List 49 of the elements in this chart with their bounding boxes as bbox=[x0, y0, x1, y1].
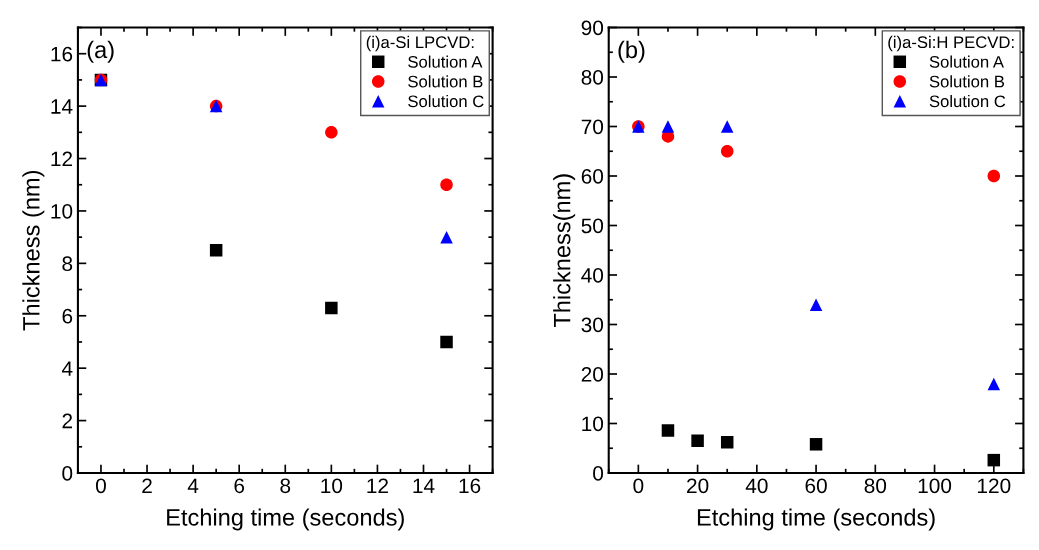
x-tick-label: 20 bbox=[687, 478, 709, 494]
y-tick-label: 60 bbox=[581, 169, 604, 184]
x-tick-label: 80 bbox=[864, 478, 887, 494]
y-tick-label: 0 bbox=[593, 466, 604, 481]
y-tick-label: 20 bbox=[581, 367, 604, 382]
x-tick-label: 100 bbox=[918, 478, 952, 494]
y-tick-label: 14 bbox=[51, 99, 73, 114]
legend-label: Solution C bbox=[929, 94, 1006, 108]
x-axis-title: Etching time (seconds) bbox=[167, 508, 404, 531]
legend-label: Solution B bbox=[929, 75, 1005, 88]
legend-title: (i)a-Si:H PECVD: bbox=[888, 35, 1014, 52]
y-axis-title: Thickness(nm) bbox=[553, 174, 576, 328]
y-tick-label: 80 bbox=[581, 70, 604, 85]
x-tick-label: 8 bbox=[280, 478, 291, 494]
x-tick-label: 2 bbox=[142, 478, 152, 493]
legend-label: Solution A bbox=[929, 55, 1004, 68]
x-tick-label: 0 bbox=[633, 478, 644, 494]
x-tick-label: 16 bbox=[459, 478, 481, 494]
y-tick-label: 40 bbox=[581, 268, 604, 283]
legend-title: (i)a-Si LPCVD: bbox=[366, 35, 474, 52]
y-tick-label: 12 bbox=[51, 151, 73, 167]
x-tick-label: 14 bbox=[413, 478, 435, 493]
y-tick-label: 6 bbox=[62, 308, 73, 324]
x-tick-label: 40 bbox=[745, 478, 768, 494]
x-tick-label: 60 bbox=[805, 478, 827, 494]
y-tick-label: 0 bbox=[62, 466, 73, 481]
y-tick-label: 10 bbox=[51, 203, 73, 219]
y-tick-label: 70 bbox=[581, 119, 604, 135]
y-tick-label: 50 bbox=[581, 218, 604, 234]
y-tick-label: 2 bbox=[62, 413, 73, 429]
x-tick-label: 4 bbox=[187, 478, 199, 493]
y-tick-label: 16 bbox=[51, 46, 73, 62]
x-tick-label: 120 bbox=[978, 478, 1011, 494]
x-axis-title: Etching time (seconds) bbox=[697, 508, 935, 531]
y-tick-label: 4 bbox=[61, 361, 73, 376]
annotation: (b) bbox=[618, 40, 645, 63]
x-tick-label: 6 bbox=[234, 478, 245, 494]
legend-label: Solution A bbox=[408, 55, 483, 68]
legend-label: Solution C bbox=[408, 94, 484, 108]
x-tick-label: 10 bbox=[321, 478, 343, 494]
y-tick-label: 10 bbox=[582, 416, 604, 432]
legend-label: Solution B bbox=[408, 75, 483, 88]
x-tick-label: 0 bbox=[95, 478, 106, 494]
y-tick-label: 30 bbox=[581, 317, 604, 333]
annotation: (a) bbox=[87, 40, 114, 63]
y-axis-title: Thickness (nm) bbox=[22, 171, 45, 331]
y-tick-label: 90 bbox=[581, 20, 604, 36]
y-tick-label: 8 bbox=[62, 256, 73, 272]
x-tick-label: 12 bbox=[367, 478, 388, 493]
